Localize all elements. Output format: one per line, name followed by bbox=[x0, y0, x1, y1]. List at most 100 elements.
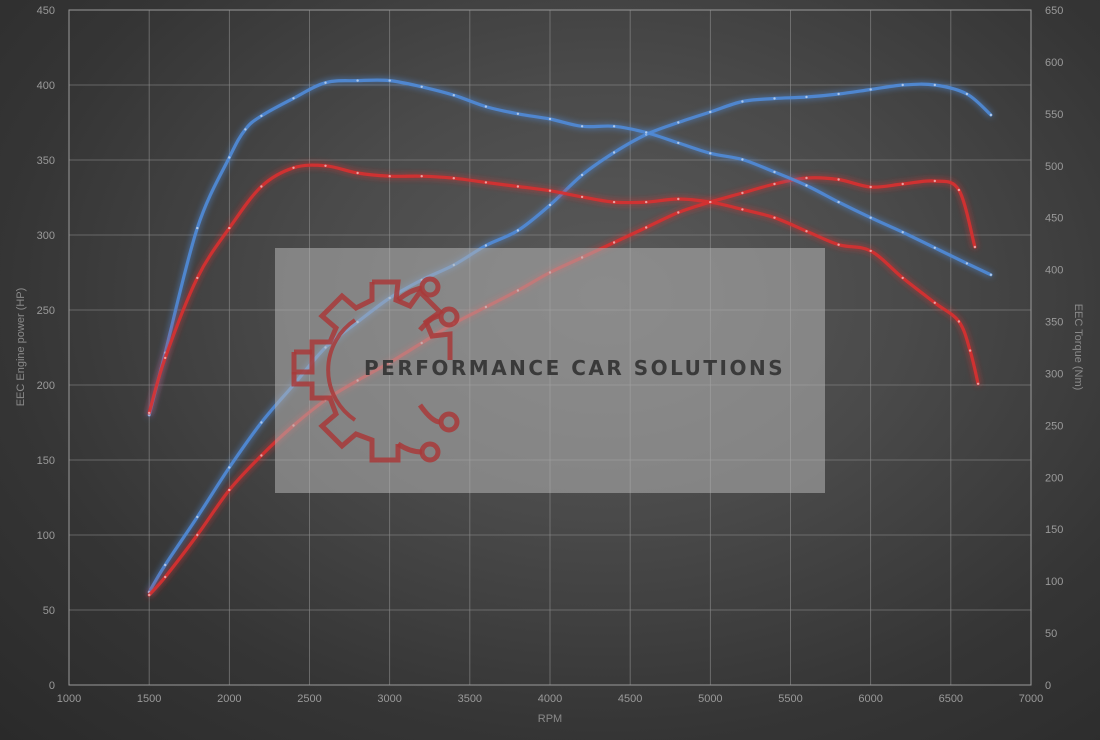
data-point bbox=[805, 95, 808, 99]
y-right-axis-ticks: 0 50 100 150 200 250 300 350 400 450 500 550 600 650 bbox=[1045, 5, 1063, 692]
watermark: PERFORMANCE CAR SOLUTIONS bbox=[275, 248, 825, 493]
data-point bbox=[292, 97, 295, 100]
data-point bbox=[580, 173, 584, 177]
data-point bbox=[933, 179, 936, 183]
data-point bbox=[989, 113, 993, 117]
y-right-tick-label: 350 bbox=[1045, 317, 1063, 329]
data-point bbox=[388, 79, 391, 82]
x-tick-label: 6500 bbox=[939, 693, 963, 705]
data-point bbox=[741, 158, 744, 161]
data-point bbox=[773, 216, 776, 219]
data-point bbox=[228, 466, 231, 469]
data-point bbox=[484, 181, 488, 184]
data-point bbox=[260, 185, 263, 188]
data-point bbox=[677, 141, 680, 145]
data-point bbox=[976, 382, 980, 385]
data-point bbox=[324, 81, 327, 84]
data-point bbox=[228, 226, 231, 230]
y-right-tick-label: 200 bbox=[1045, 472, 1063, 484]
data-point bbox=[196, 276, 199, 280]
data-point bbox=[957, 320, 961, 323]
data-point bbox=[837, 243, 840, 246]
data-point bbox=[612, 241, 616, 244]
y-left-tick-label: 0 bbox=[49, 680, 55, 692]
data-point bbox=[645, 131, 648, 134]
data-point bbox=[901, 83, 904, 87]
y-left-tick-label: 100 bbox=[37, 530, 55, 542]
data-point bbox=[709, 152, 712, 155]
data-point bbox=[516, 185, 520, 188]
data-point bbox=[805, 230, 808, 233]
data-point bbox=[805, 176, 808, 180]
plot-frame bbox=[68, 9, 1032, 686]
y-left-tick-label: 350 bbox=[37, 155, 55, 167]
data-point bbox=[989, 273, 993, 276]
data-point bbox=[516, 229, 520, 232]
y-right-tick-label: 50 bbox=[1045, 628, 1057, 640]
data-point bbox=[773, 182, 776, 186]
data-point bbox=[452, 177, 455, 180]
data-point bbox=[901, 276, 904, 280]
x-tick-label: 6000 bbox=[858, 693, 882, 705]
y-right-tick-label: 0 bbox=[1045, 680, 1051, 692]
data-point bbox=[580, 125, 584, 128]
y-right-tick-label: 600 bbox=[1045, 57, 1063, 69]
y-left-axis-title: EEC Engine power (HP) bbox=[15, 288, 27, 407]
data-point bbox=[164, 563, 167, 567]
data-point bbox=[709, 110, 712, 114]
data-point bbox=[901, 231, 904, 234]
data-point bbox=[228, 488, 231, 492]
data-point bbox=[516, 112, 520, 116]
x-tick-label: 7000 bbox=[1019, 693, 1043, 705]
data-point bbox=[837, 92, 840, 96]
data-point bbox=[164, 575, 167, 579]
y-right-tick-label: 300 bbox=[1045, 368, 1063, 380]
data-point bbox=[741, 208, 744, 211]
y-right-tick-label: 100 bbox=[1045, 576, 1063, 588]
data-point bbox=[420, 85, 423, 89]
data-point bbox=[773, 170, 776, 174]
watermark-text: PERFORMANCE CAR SOLUTIONS bbox=[364, 356, 785, 380]
x-tick-label: 5500 bbox=[778, 693, 802, 705]
data-point bbox=[356, 79, 359, 82]
x-tick-label: 4500 bbox=[618, 693, 642, 705]
watermark-panel bbox=[275, 248, 825, 493]
data-point bbox=[148, 593, 151, 597]
data-point bbox=[244, 128, 247, 131]
data-point bbox=[869, 249, 872, 253]
data-point bbox=[933, 301, 936, 304]
data-point bbox=[645, 226, 648, 229]
y-right-tick-label: 650 bbox=[1045, 5, 1063, 17]
data-point bbox=[196, 226, 199, 230]
data-point bbox=[260, 454, 263, 457]
data-point bbox=[148, 413, 151, 417]
data-point bbox=[957, 188, 961, 192]
x-tick-label: 3000 bbox=[377, 693, 401, 705]
data-point bbox=[228, 156, 231, 159]
data-point bbox=[388, 175, 391, 178]
data-point bbox=[837, 200, 840, 204]
x-axis-ticks: 1000 1500 2000 2500 3000 3500 4000 4500 5000 5500… bbox=[57, 693, 1043, 705]
data-point bbox=[645, 200, 648, 204]
y-left-tick-label: 300 bbox=[37, 230, 55, 242]
data-point bbox=[869, 185, 872, 189]
data-point bbox=[164, 356, 167, 360]
data-point bbox=[260, 114, 263, 118]
series-line bbox=[147, 78, 993, 417]
data-point bbox=[965, 262, 969, 265]
data-point bbox=[901, 182, 904, 186]
data-point bbox=[356, 171, 359, 175]
data-point bbox=[677, 121, 680, 124]
y-right-tick-label: 150 bbox=[1045, 524, 1063, 536]
data-point bbox=[869, 216, 872, 219]
data-point bbox=[773, 97, 776, 100]
x-tick-label: 3500 bbox=[458, 693, 482, 705]
x-tick-label: 2500 bbox=[297, 693, 321, 705]
y-left-tick-label: 50 bbox=[43, 605, 55, 617]
data-point bbox=[260, 421, 263, 424]
x-tick-label: 5000 bbox=[698, 693, 722, 705]
data-point bbox=[452, 94, 455, 97]
x-tick-label: 4000 bbox=[538, 693, 562, 705]
data-point bbox=[973, 245, 977, 249]
